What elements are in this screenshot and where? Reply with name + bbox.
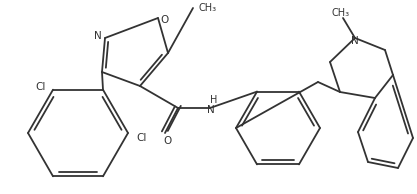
Text: O: O: [164, 136, 172, 146]
Text: H: H: [210, 95, 218, 105]
Text: Cl: Cl: [137, 133, 147, 143]
Text: CH₃: CH₃: [199, 3, 217, 13]
Text: N: N: [94, 31, 102, 41]
Text: O: O: [161, 15, 169, 25]
Text: N: N: [207, 105, 215, 115]
Text: Cl: Cl: [36, 82, 46, 92]
Text: N: N: [351, 36, 359, 46]
Text: CH₃: CH₃: [332, 8, 350, 18]
